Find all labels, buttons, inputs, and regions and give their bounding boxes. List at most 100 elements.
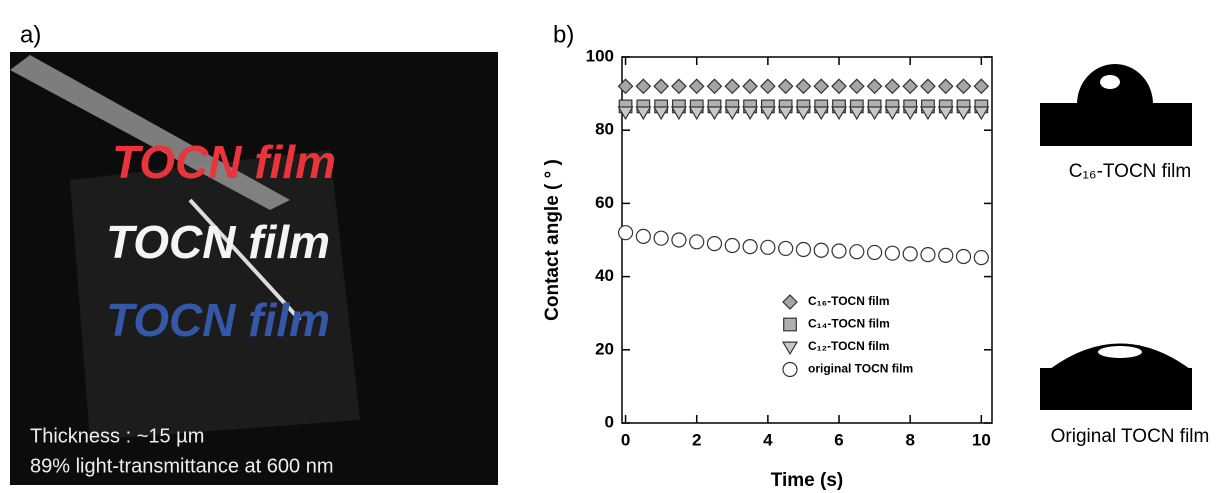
y-tick-label: 100 [586, 46, 614, 65]
marker [849, 244, 865, 260]
marker [920, 247, 936, 263]
y-tick-label: 80 [595, 120, 614, 139]
legend-marker [781, 341, 799, 356]
droplet-label: Original TOCN film [1051, 426, 1210, 447]
film-text: TOCN film [112, 136, 336, 188]
marker [831, 78, 847, 95]
marker [813, 242, 829, 258]
marker [653, 78, 669, 95]
marker [830, 106, 848, 121]
legend-label: C₁₄-TOCN film [808, 317, 890, 331]
note: Thickness : ~15 µm [30, 425, 204, 447]
tweezer [10, 55, 290, 210]
legend-label: C₁₆-TOCN film [808, 294, 890, 308]
legend-marker [782, 294, 798, 310]
panel-label: a) [20, 21, 41, 48]
marker [795, 78, 812, 95]
x-tick-label: 2 [692, 430, 701, 449]
marker [778, 240, 794, 257]
marker [902, 246, 918, 262]
marker [635, 228, 651, 244]
y-tick-label: 60 [595, 193, 614, 212]
marker [866, 244, 883, 261]
marker [795, 106, 812, 121]
marker [884, 78, 901, 95]
marker [919, 106, 937, 121]
marker [777, 106, 794, 121]
marker [670, 106, 687, 121]
marker [706, 78, 723, 95]
marker [617, 106, 634, 121]
marker [884, 106, 901, 121]
marker [742, 238, 758, 255]
marker [688, 106, 705, 121]
droplet-base [1040, 368, 1192, 410]
marker [617, 225, 634, 241]
plot-frame [621, 56, 993, 424]
droplet-highlight [1098, 346, 1142, 358]
film [70, 150, 360, 440]
marker [955, 106, 972, 121]
reflection [188, 198, 302, 322]
marker [937, 78, 954, 95]
marker [937, 106, 954, 121]
marker [688, 78, 705, 95]
y-axis-label: Contact angle ( ° ) [542, 159, 563, 321]
x-tick-label: 6 [834, 430, 843, 449]
marker [635, 78, 652, 95]
marker [795, 241, 812, 258]
film-text: TOCN film [106, 294, 330, 346]
marker [760, 239, 776, 255]
note: 89% light-transmittance at 600 nm [30, 455, 334, 477]
y-tick-label: 20 [595, 339, 614, 358]
marker [973, 78, 990, 95]
marker [760, 78, 776, 95]
marker [813, 106, 830, 121]
marker [742, 106, 759, 121]
panel-label: b) [553, 21, 574, 48]
droplet-base [1040, 103, 1192, 146]
marker [706, 236, 723, 252]
marker [866, 78, 883, 95]
marker [884, 245, 900, 261]
marker [724, 237, 740, 254]
y-tick-label: 40 [595, 266, 614, 285]
legend-marker [783, 317, 797, 332]
legend-label: original TOCN film [808, 362, 913, 376]
x-tick-label: 10 [972, 430, 991, 449]
marker [955, 248, 972, 265]
marker [902, 78, 919, 95]
marker [813, 78, 830, 95]
marker [955, 78, 972, 95]
marker [848, 78, 865, 95]
marker [938, 247, 954, 263]
y-tick-label: 0 [605, 412, 614, 431]
marker [831, 243, 847, 259]
marker [742, 78, 758, 95]
marker [866, 106, 883, 121]
marker [973, 106, 990, 121]
marker [724, 106, 741, 121]
marker [902, 106, 919, 121]
marker [706, 106, 723, 121]
marker [617, 78, 634, 95]
marker [777, 78, 794, 95]
legend-label: C₁₂-TOCN film [808, 339, 889, 353]
droplet-highlight [1100, 75, 1120, 89]
marker [653, 106, 670, 121]
marker [920, 78, 936, 95]
marker [759, 106, 776, 121]
marker [973, 249, 989, 266]
x-axis-label: Time (s) [771, 470, 844, 491]
x-tick-label: 8 [905, 430, 914, 449]
x-tick-label: 4 [763, 430, 773, 449]
marker [671, 232, 687, 248]
film-text: TOCN film [106, 216, 330, 268]
x-tick-label: 0 [621, 430, 630, 449]
marker [689, 234, 705, 250]
marker [653, 230, 669, 246]
marker [635, 106, 652, 121]
marker [724, 78, 741, 95]
marker [671, 78, 687, 95]
